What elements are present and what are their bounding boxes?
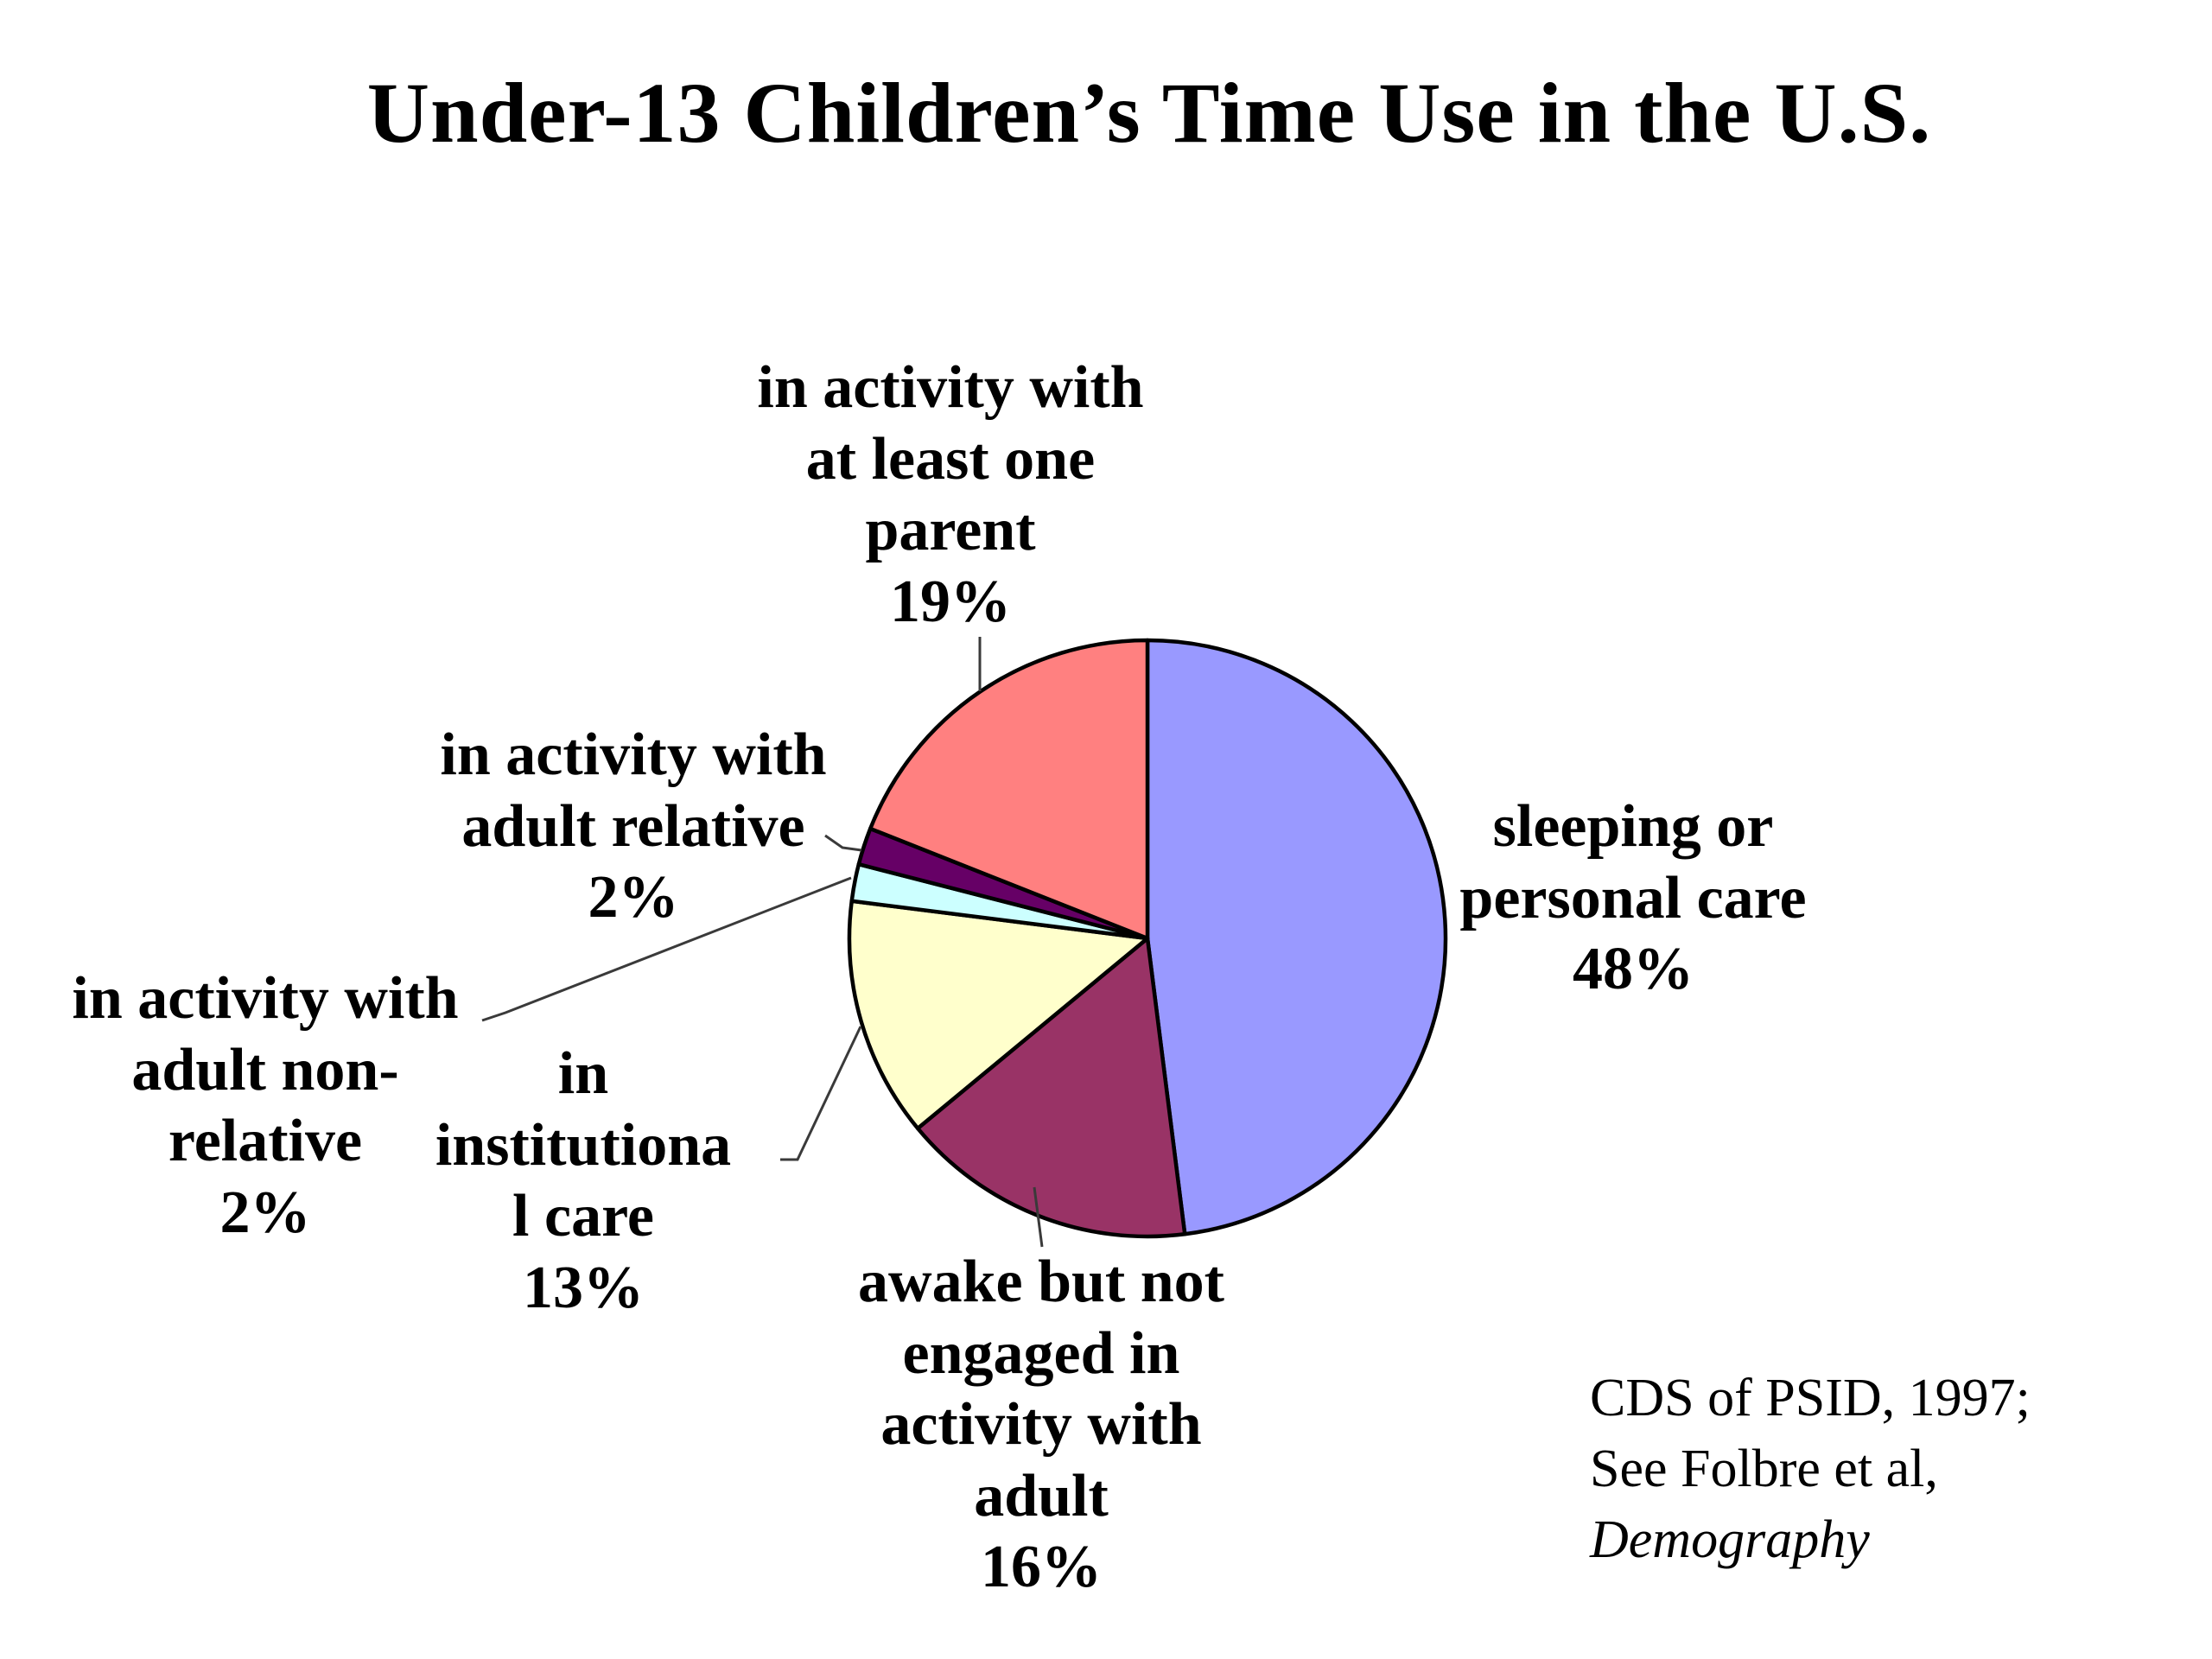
leader-line-awake xyxy=(1033,1186,1044,1248)
pie-label-relative: in activity with adult relative 2% xyxy=(440,721,827,931)
citation-line-2: See Folbre et al, xyxy=(1590,1439,1938,1498)
pie-label-parent: in activity with at least one parent 19% xyxy=(757,354,1144,635)
pie-label-awake: awake but not engaged in activity with a… xyxy=(858,1249,1224,1601)
pie-slice-2 xyxy=(847,899,1150,1131)
pie-label-non-relative: in activity with adult non- relative 2% xyxy=(72,965,459,1246)
pie-label-institutional: in institutiona l care 13% xyxy=(435,1040,732,1321)
citation: CDS of PSID, 1997; See Folbre et al, Dem… xyxy=(1590,1363,2160,1575)
pie-label-sleeping: sleeping or personal care 48% xyxy=(1459,793,1807,1003)
leader-line-non-relative xyxy=(481,876,852,1022)
leader-line-relative xyxy=(824,834,862,852)
citation-line-1: CDS of PSID, 1997; xyxy=(1590,1369,2031,1427)
page-title: Under-13 Children’s Time Use in the U.S. xyxy=(366,65,1932,161)
pie-slice-5 xyxy=(868,638,1150,941)
leader-line-institutional xyxy=(780,1026,862,1161)
pie-slices xyxy=(847,638,1448,1239)
pie-slice-0 xyxy=(1145,638,1448,1236)
citation-line-3: Demography xyxy=(1590,1510,1870,1569)
